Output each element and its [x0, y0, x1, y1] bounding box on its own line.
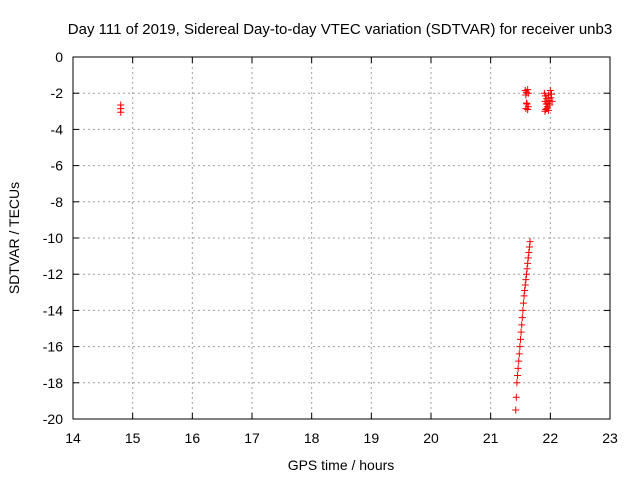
data-point-marker — [546, 86, 554, 94]
x-tick-label: 22 — [543, 430, 559, 446]
data-point-marker — [542, 105, 550, 113]
y-tick-label: -8 — [51, 194, 64, 210]
data-point-marker — [545, 106, 553, 114]
data-point-marker — [512, 406, 520, 414]
data-point-marker — [523, 265, 531, 273]
x-tick-label: 16 — [185, 430, 201, 446]
y-tick-label: -2 — [51, 85, 64, 101]
data-point-marker — [526, 238, 534, 246]
data-point-marker — [525, 243, 533, 251]
data-point-marker — [522, 270, 530, 278]
data-point-marker — [517, 328, 525, 336]
data-point-marker — [524, 86, 532, 94]
data-point-marker — [544, 99, 552, 107]
data-point-marker — [514, 372, 522, 380]
y-tick-label: -10 — [43, 230, 63, 246]
y-tick-label: -20 — [43, 411, 63, 427]
data-point-marker — [516, 343, 524, 351]
chart-title: Day 111 of 2019, Sidereal Day-to-day VTE… — [68, 21, 612, 38]
data-point-marker — [524, 105, 532, 113]
axis-ticks — [72, 56, 611, 420]
x-tick-label: 21 — [483, 430, 499, 446]
data-point-marker — [517, 335, 524, 343]
y-tick-label: -12 — [43, 266, 63, 282]
data-point-marker — [524, 259, 532, 267]
y-tick-label: -16 — [43, 339, 63, 355]
data-point-marker — [515, 357, 523, 365]
y-tick-label: -18 — [43, 375, 63, 391]
y-tick-label: -4 — [51, 121, 64, 137]
data-point-marker — [541, 107, 549, 115]
data-point-marker — [514, 364, 522, 372]
x-tick-label: 14 — [65, 430, 81, 446]
data-point-marker — [521, 281, 529, 289]
data-point-marker — [520, 292, 528, 300]
x-tick-label: 18 — [304, 430, 320, 446]
data-point-marker — [519, 299, 527, 307]
data-point-marker — [117, 108, 125, 116]
data-point-marker — [522, 276, 530, 284]
data-point-marker — [546, 101, 554, 109]
y-axis-title: SDTVAR / TECUs — [6, 182, 22, 294]
data-point-marker — [513, 379, 521, 387]
x-tick-label: 23 — [602, 430, 618, 446]
x-tick-labels: 14 15 16 17 18 19 20 21 22 23 — [65, 430, 618, 446]
y-tick-labels: 0 -2 -4 -6 -8 -10 -12 -14 -16 -18 -20 — [43, 49, 63, 427]
data-point-marker — [518, 321, 526, 329]
x-tick-label: 20 — [423, 430, 439, 446]
y-tick-label: -6 — [51, 158, 64, 174]
data-point-marker — [515, 350, 523, 358]
data-point-marker — [525, 248, 533, 256]
data-point-marker — [521, 286, 529, 294]
data-point-marker — [519, 306, 527, 314]
x-axis-title: GPS time / hours — [288, 457, 395, 473]
data-point-marker — [547, 94, 555, 102]
data-point-marker — [518, 314, 526, 322]
data-point-marker — [522, 105, 530, 113]
x-tick-label: 19 — [364, 430, 380, 446]
data-points — [117, 86, 556, 414]
y-tick-label: -14 — [43, 302, 63, 318]
y-tick-label: 0 — [55, 49, 63, 65]
data-point-marker — [524, 254, 532, 262]
data-point-marker — [522, 91, 530, 99]
data-point-marker — [548, 97, 556, 105]
data-point-marker — [512, 393, 520, 401]
x-tick-label: 17 — [244, 430, 260, 446]
data-point-marker — [548, 90, 556, 98]
grid-lines — [73, 57, 610, 419]
x-tick-label: 15 — [125, 430, 141, 446]
data-point-marker — [522, 99, 530, 107]
